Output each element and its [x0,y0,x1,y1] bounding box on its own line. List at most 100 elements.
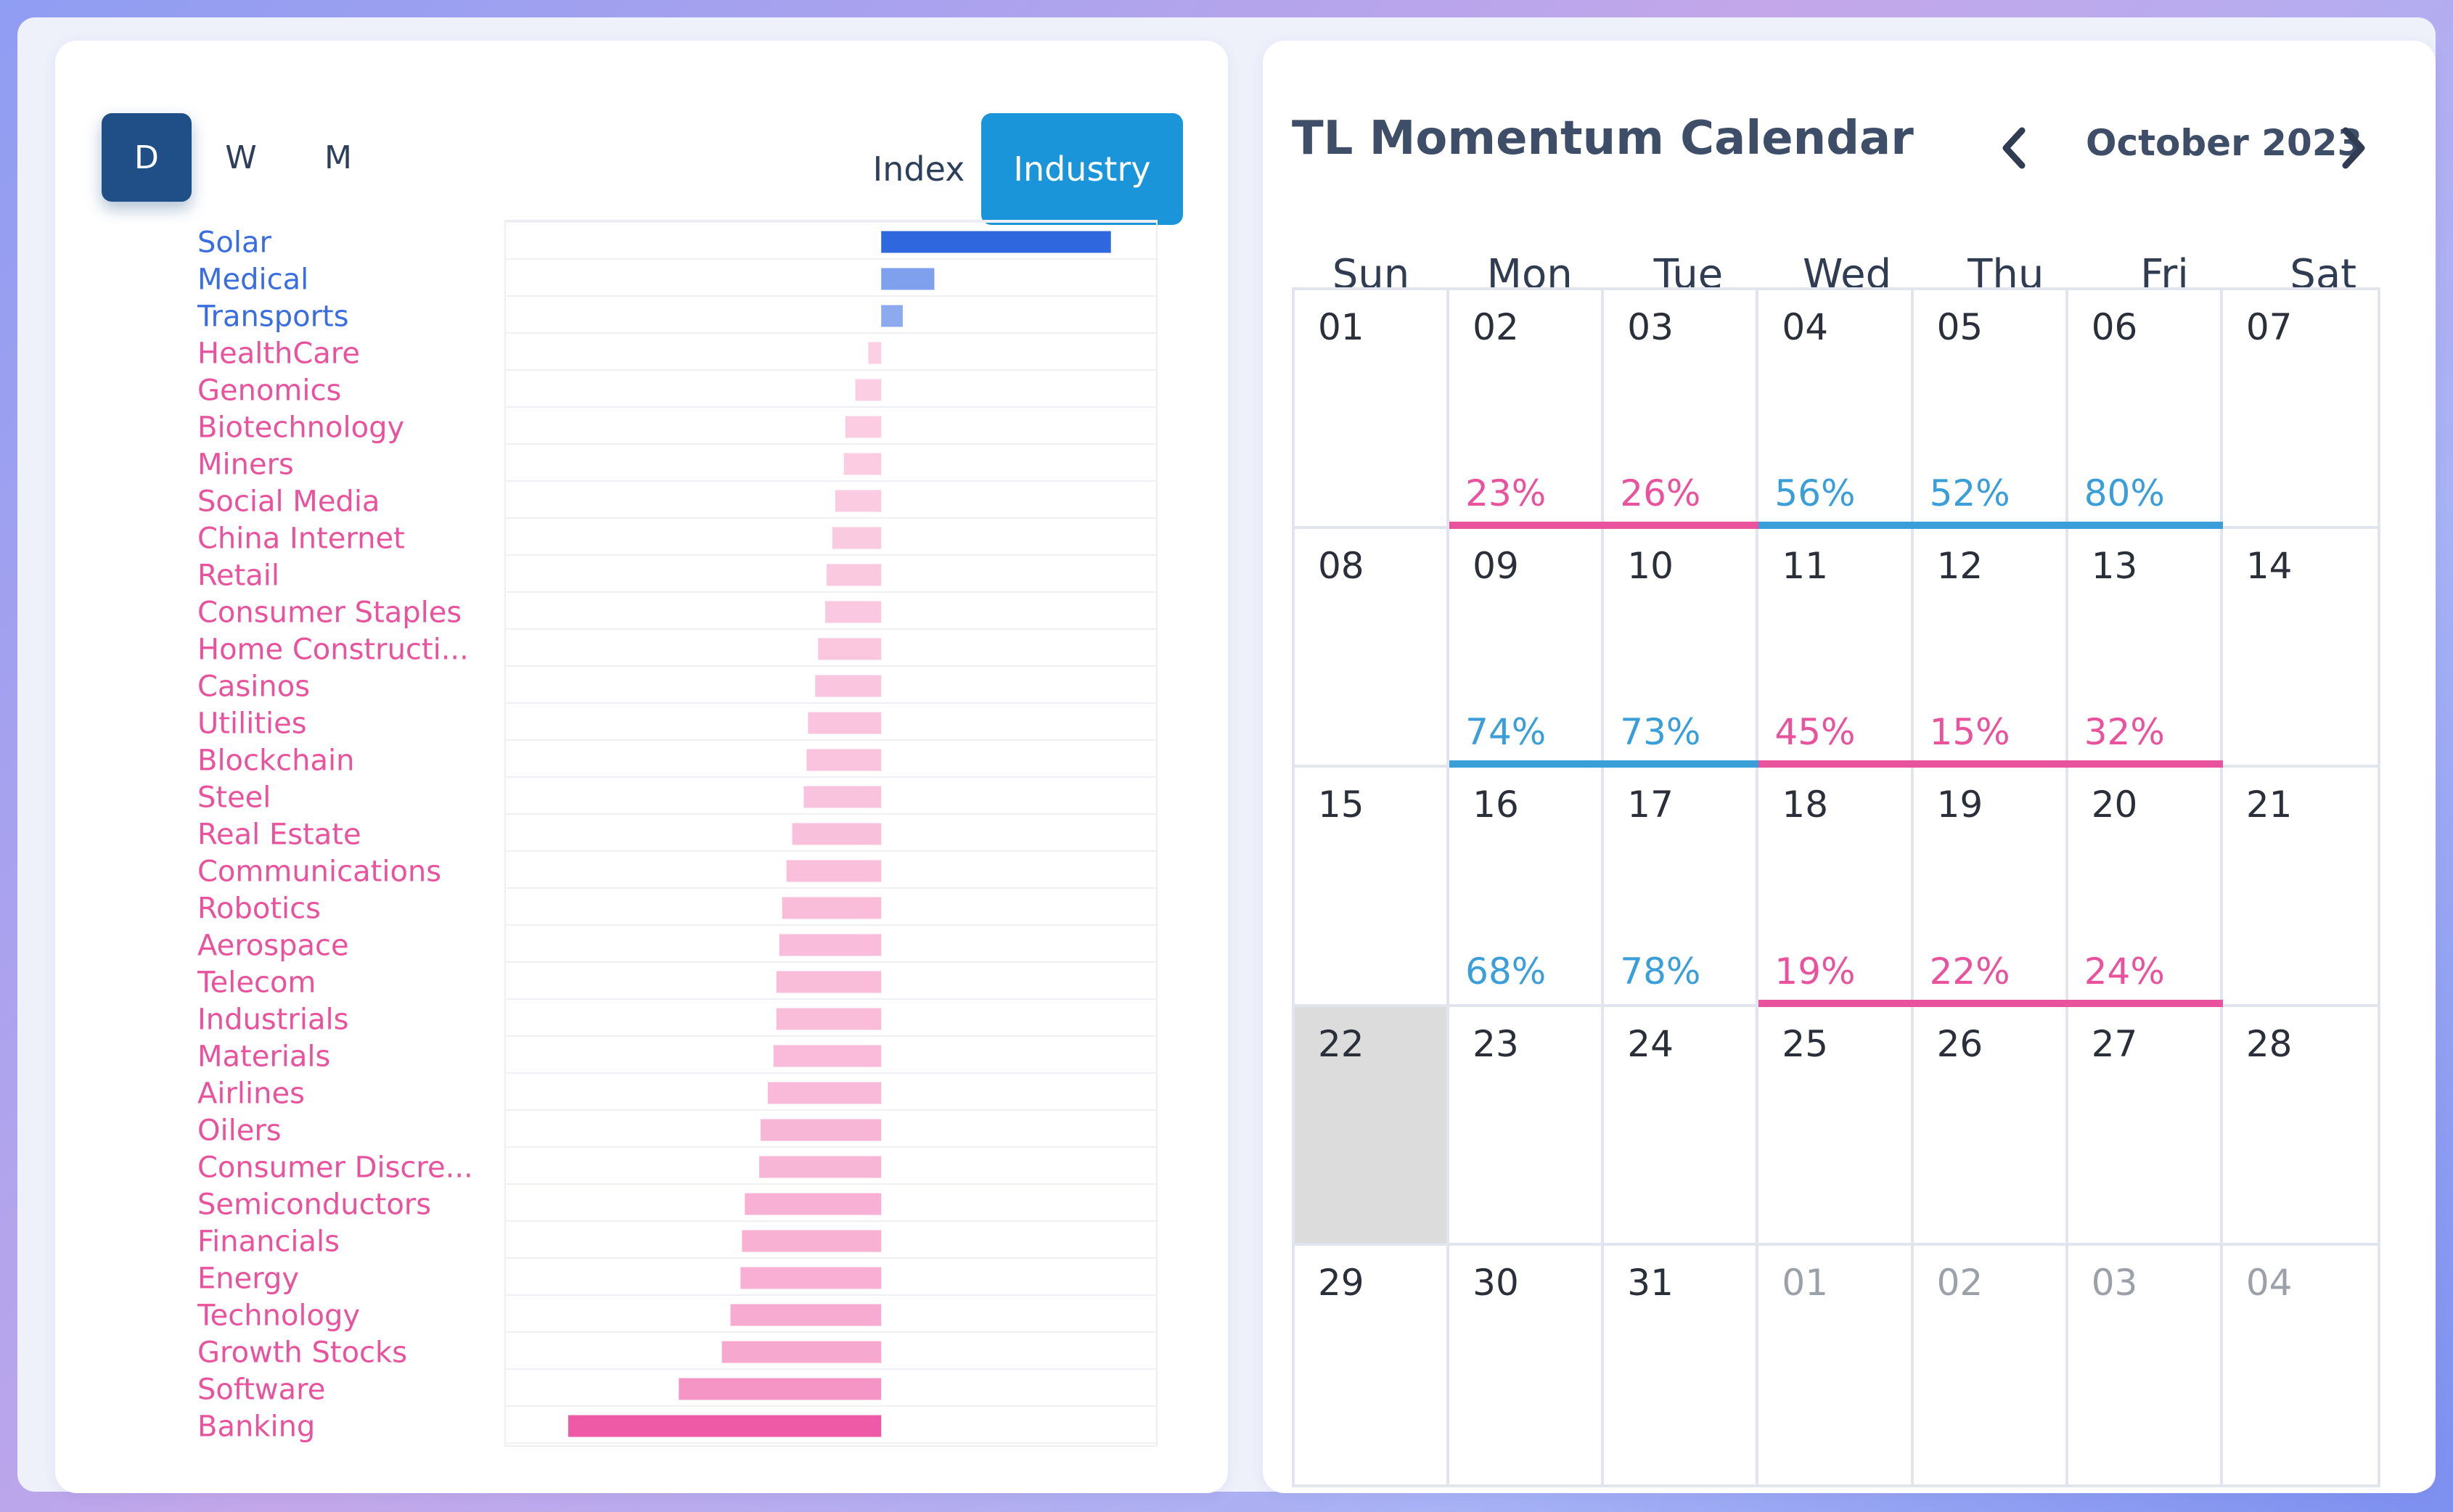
day-number: 06 [2091,306,2138,348]
bar [881,231,1111,253]
momentum-bar [1604,522,1759,530]
calendar-day[interactable]: 03 [2068,1245,2223,1484]
period-tab-week[interactable]: W [225,139,257,176]
period-tab-month[interactable]: M [324,139,352,176]
calendar-day[interactable]: 14 [2222,529,2378,768]
calendar-day[interactable]: 02 [1913,1245,2068,1484]
calendar-day[interactable]: 19 22% [1913,768,2068,1007]
day-number: 30 [1473,1261,1519,1304]
calendar-day[interactable]: 29 [1295,1245,1450,1484]
tab-industry[interactable]: Industry [981,113,1183,225]
category-label: Banking [197,1410,315,1444]
momentum-percent: 15% [1929,711,2010,754]
calendar-day[interactable]: 05 52% [1913,290,2068,530]
day-number: 04 [1782,306,1829,348]
bar [803,786,882,808]
day-number: 11 [1782,545,1829,588]
tab-index[interactable]: Index [872,149,965,189]
calendar-day[interactable]: 22 [1295,1006,1450,1246]
calendar-day[interactable]: 30 [1449,1245,1605,1484]
calendar-day[interactable]: 01 [1758,1245,1914,1484]
calendar-day[interactable]: 09 74% [1449,529,1605,768]
calendar-day[interactable]: 08 [1295,529,1450,768]
bar [773,1045,882,1067]
category-label: Consumer Staples [197,596,462,630]
calendar-day[interactable]: 01 [1295,290,1450,530]
calendar-day[interactable]: 26 [1913,1006,2068,1246]
calendar-day[interactable]: 28 [2222,1006,2378,1246]
bar [792,823,882,845]
calendar-day[interactable]: 17 78% [1604,768,1759,1007]
momentum-bar [2068,760,2223,768]
momentum-percent: 26% [1620,472,1701,515]
day-number: 22 [1318,1022,1364,1065]
day-number: 27 [2091,1022,2138,1065]
calendar-day[interactable]: 04 56% [1758,290,1914,530]
calendar-day[interactable]: 13 32% [2068,529,2223,768]
category-label: Software [197,1373,325,1407]
day-number: 13 [2091,545,2138,588]
category-label: Industrials [197,1003,348,1037]
category-label: Telecom [197,966,316,1000]
bar [815,675,882,697]
day-number: 16 [1473,784,1519,826]
calendar-day[interactable]: 24 [1604,1006,1759,1246]
category-label: Casinos [197,670,310,704]
calendar-day[interactable]: 03 26% [1604,290,1759,530]
period-tab-day[interactable]: D [102,113,192,202]
calendar-day[interactable]: 12 15% [1913,529,2068,768]
bar [568,1415,882,1437]
calendar-day[interactable]: 31 [1604,1245,1759,1484]
prev-month-button[interactable] [1993,119,2036,177]
bar [740,1267,882,1289]
bar [779,934,882,956]
calendar-day[interactable]: 07 [2222,290,2378,530]
momentum-percent: 24% [2084,950,2165,993]
momentum-percent: 45% [1774,711,1856,754]
day-number: 03 [2091,1261,2138,1304]
category-label: Aerospace [197,929,349,963]
calendar-day[interactable]: 16 68% [1449,768,1605,1007]
calendar-day[interactable]: 25 [1758,1006,1914,1246]
momentum-percent: 74% [1465,711,1547,754]
chevron-left-icon [2002,127,2026,169]
calendar-day[interactable]: 10 73% [1604,529,1759,768]
day-number: 03 [1627,306,1674,348]
day-number: 21 [2245,784,2293,826]
bar [818,638,882,660]
day-number: 08 [1318,545,1364,588]
day-number: 31 [1627,1261,1674,1304]
bar [806,749,882,771]
category-label: Growth Stocks [197,1336,407,1370]
calendar-day[interactable]: 20 24% [2068,768,2223,1007]
calendar-day[interactable]: 27 [2068,1006,2223,1246]
category-label: China Internet [197,522,405,556]
next-month-button[interactable] [2331,119,2375,177]
bar [845,416,882,438]
bar [827,564,882,586]
calendar-day[interactable]: 23 [1449,1006,1605,1246]
calendar-title: TL Momentum Calendar [1292,112,1914,165]
day-number: 26 [1936,1022,1983,1065]
bar [767,1082,882,1104]
category-label: Miners [197,448,294,482]
calendar-day[interactable]: 21 [2222,768,2378,1007]
momentum-percent: 22% [1929,950,2010,993]
calendar-day[interactable]: 02 23% [1449,290,1605,530]
calendar-day[interactable]: 04 [2222,1245,2378,1484]
category-label: Medical [197,263,308,297]
calendar-day[interactable]: 06 80% [2068,290,2223,530]
category-label: Oilers [197,1114,282,1148]
calendar-day[interactable]: 18 19% [1758,768,1914,1007]
category-label: Utilities [197,707,307,741]
day-number: 18 [1782,784,1829,826]
bar [825,601,882,623]
calendar-day[interactable]: 11 45% [1758,529,1914,768]
plot-frame [504,220,1158,1447]
momentum-bar [1449,522,1605,530]
category-label: Airlines [197,1077,305,1111]
day-number: 10 [1627,545,1674,588]
calendar-day[interactable]: 15 [1295,768,1450,1007]
momentum-bar [1604,760,1759,768]
category-label: HealthCare [197,337,360,371]
